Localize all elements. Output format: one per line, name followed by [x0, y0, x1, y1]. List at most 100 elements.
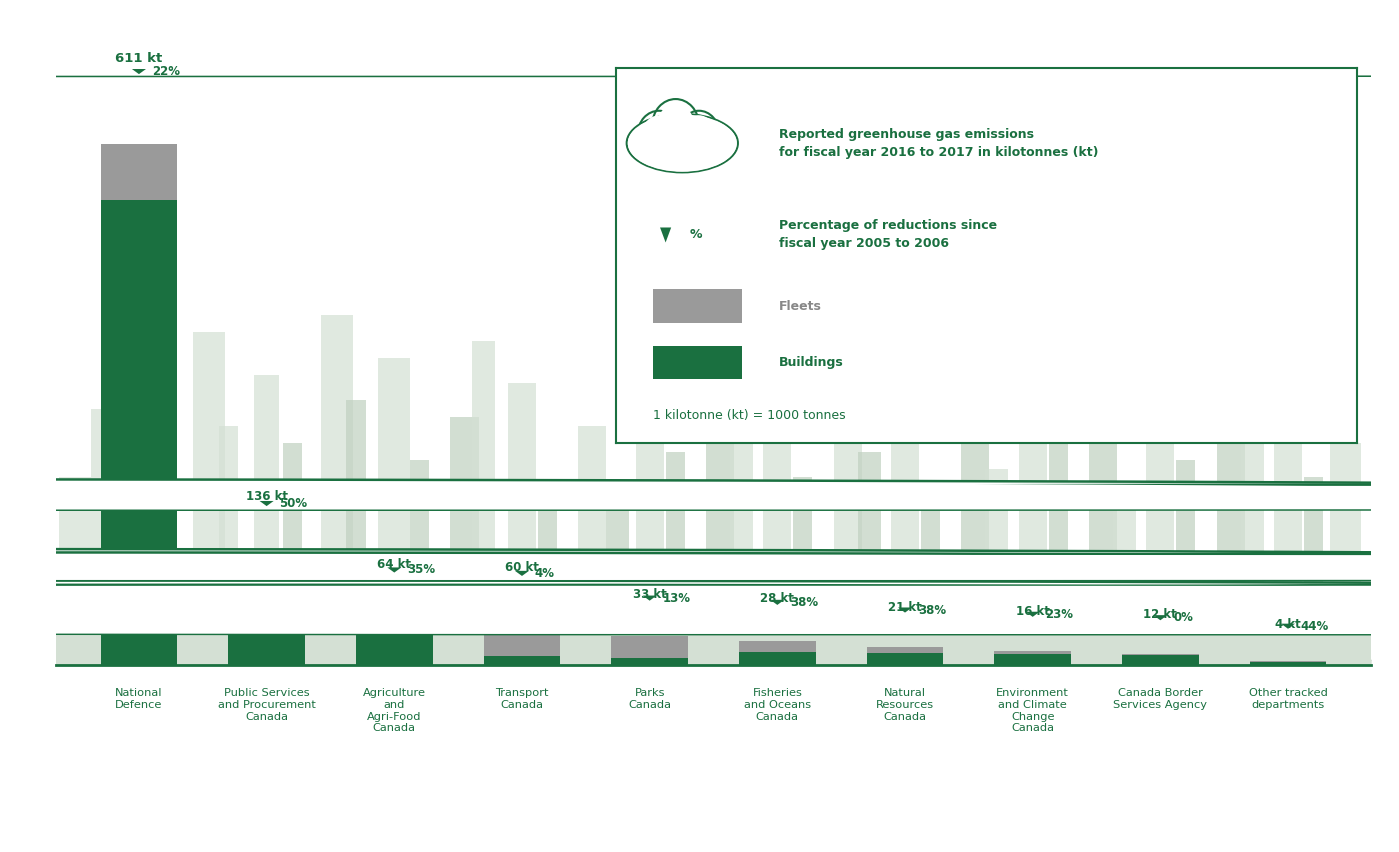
Ellipse shape [0, 551, 1399, 567]
Polygon shape [898, 607, 912, 613]
Ellipse shape [0, 552, 1399, 573]
Bar [484, 613, 560, 656]
Bar [995, 651, 1072, 654]
Bar [891, 426, 919, 665]
Ellipse shape [337, 486, 1399, 501]
Bar [1122, 655, 1199, 665]
Bar [730, 375, 753, 665]
Bar [355, 610, 432, 618]
Bar [253, 375, 280, 665]
Text: 44%: 44% [1301, 619, 1329, 633]
Bar [378, 358, 410, 665]
Bar [1274, 409, 1302, 665]
Ellipse shape [957, 599, 1399, 611]
Text: Parks
Canada: Parks Canada [628, 688, 672, 710]
Text: 0%: 0% [1174, 611, 1193, 625]
Polygon shape [1153, 615, 1167, 620]
Polygon shape [515, 571, 529, 576]
Ellipse shape [0, 486, 1399, 509]
Bar [1249, 661, 1326, 662]
Ellipse shape [0, 557, 318, 574]
Text: 13%: 13% [662, 591, 691, 605]
Bar [1329, 443, 1361, 665]
Ellipse shape [0, 596, 1399, 609]
Bar [578, 426, 606, 665]
Ellipse shape [638, 111, 680, 158]
Ellipse shape [1084, 603, 1399, 615]
Bar [652, 346, 741, 379]
Ellipse shape [0, 555, 1399, 570]
Polygon shape [0, 588, 1399, 665]
Polygon shape [0, 611, 1399, 653]
Text: Reported greenhouse gas emissions
for fiscal year 2016 to 2017 in kilotonnes (kt: Reported greenhouse gas emissions for fi… [779, 128, 1098, 158]
Bar [1018, 349, 1046, 665]
Ellipse shape [0, 481, 1399, 498]
Bar [101, 144, 178, 200]
Bar [218, 426, 238, 665]
Ellipse shape [0, 603, 1399, 622]
Ellipse shape [0, 617, 1399, 634]
Bar [59, 477, 91, 665]
Ellipse shape [0, 586, 1399, 601]
Ellipse shape [683, 115, 715, 152]
Ellipse shape [0, 584, 1399, 602]
Ellipse shape [0, 586, 1399, 605]
Ellipse shape [215, 557, 1399, 574]
Bar [867, 653, 943, 665]
Text: 33 kt: 33 kt [632, 588, 666, 601]
Bar [450, 417, 478, 665]
Text: 611 kt: 611 kt [115, 52, 162, 65]
Ellipse shape [0, 43, 1399, 67]
Ellipse shape [0, 606, 986, 620]
Text: Transport
Canada: Transport Canada [495, 688, 548, 710]
Ellipse shape [900, 606, 1399, 620]
Ellipse shape [0, 484, 32, 504]
Ellipse shape [0, 599, 1399, 618]
Bar [652, 290, 741, 323]
Bar [995, 654, 1072, 665]
Bar [473, 341, 495, 665]
Ellipse shape [0, 484, 1399, 503]
Bar [921, 494, 940, 665]
Ellipse shape [88, 554, 1399, 571]
Ellipse shape [1337, 617, 1399, 628]
Ellipse shape [0, 40, 1399, 62]
Ellipse shape [705, 586, 1399, 598]
Ellipse shape [0, 555, 1399, 577]
Ellipse shape [0, 600, 402, 612]
Text: 50%: 50% [280, 497, 308, 510]
Ellipse shape [0, 602, 859, 617]
Polygon shape [1281, 624, 1295, 629]
Text: 4 kt: 4 kt [1274, 618, 1301, 630]
Ellipse shape [0, 580, 1399, 598]
Polygon shape [0, 571, 1399, 665]
Text: 4%: 4% [534, 567, 555, 580]
Text: 60 kt: 60 kt [505, 561, 539, 574]
Ellipse shape [0, 590, 1399, 610]
Ellipse shape [374, 584, 1399, 600]
Ellipse shape [0, 604, 529, 616]
Bar [193, 332, 225, 665]
Bar [1049, 435, 1067, 665]
Ellipse shape [642, 115, 676, 153]
Ellipse shape [0, 486, 1399, 509]
Ellipse shape [0, 598, 1399, 615]
Ellipse shape [231, 46, 1399, 65]
Ellipse shape [627, 114, 737, 172]
Ellipse shape [0, 617, 1399, 634]
Ellipse shape [628, 114, 737, 172]
Bar [961, 400, 989, 665]
Bar [834, 366, 862, 665]
Bar [666, 452, 684, 665]
Ellipse shape [0, 589, 593, 605]
Text: 64 kt: 64 kt [378, 558, 411, 571]
Text: 1 kilotonne (kt) = 1000 tonnes: 1 kilotonne (kt) = 1000 tonnes [652, 410, 845, 423]
Bar [858, 452, 881, 665]
Ellipse shape [0, 603, 1399, 617]
Ellipse shape [0, 598, 732, 613]
Ellipse shape [0, 617, 814, 628]
Text: Other tracked
departments: Other tracked departments [1248, 688, 1328, 710]
Bar [320, 315, 353, 665]
Polygon shape [660, 227, 672, 243]
Bar [101, 200, 178, 665]
